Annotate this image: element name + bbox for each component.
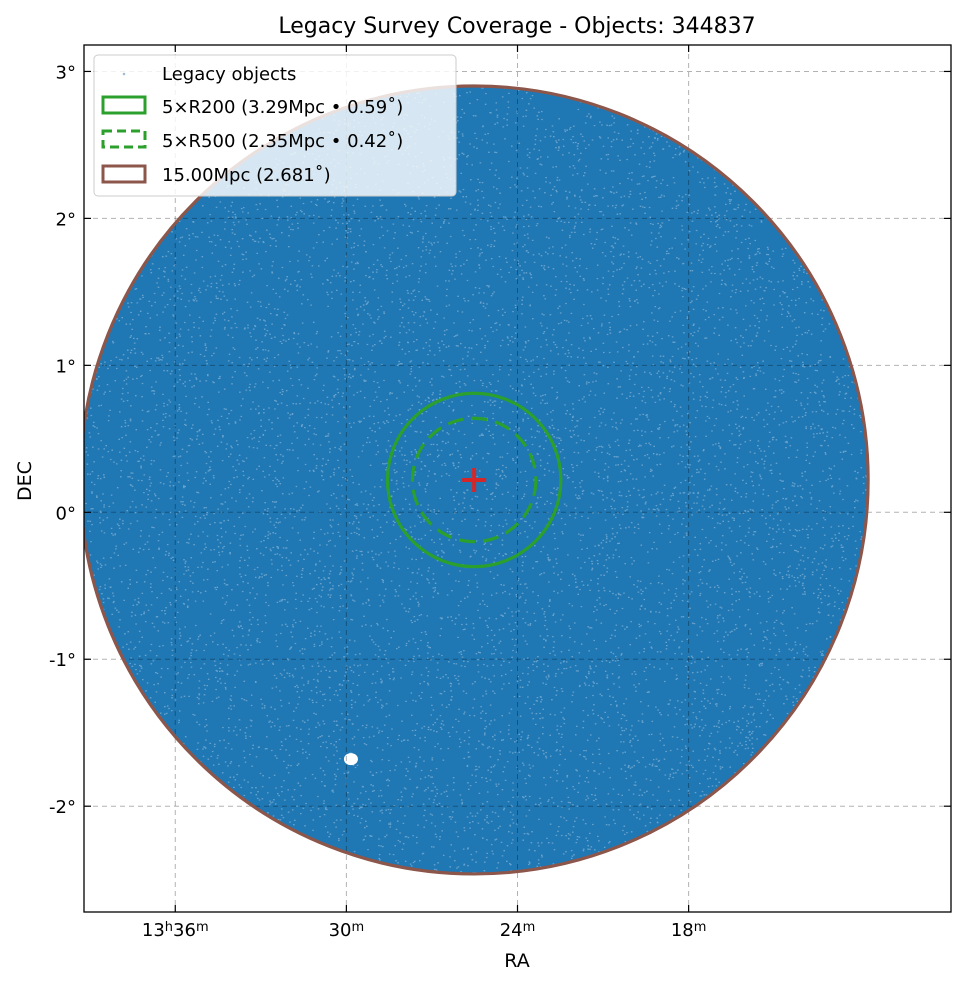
x-tick-label-2: 24m [500, 920, 536, 941]
x-axis-label: RA [504, 950, 529, 972]
y-tick-label-2: 1° [56, 356, 76, 377]
points-speckle [84, 85, 869, 874]
y-tick-label-5: -2° [49, 797, 76, 818]
legend-label-r200: 5×R200 (3.29Mpc • 0.59˚) [162, 97, 403, 118]
x-tick-label-0: 13h36m [142, 920, 209, 941]
y-tick-label-4: -1° [49, 650, 76, 671]
legend-label-points: Legacy objects [162, 64, 296, 85]
outer-15mpc-circle [84, 84, 870, 876]
cluster-center-marker [462, 467, 487, 492]
r200-circle [385, 391, 563, 569]
chart-title: Legacy Survey Coverage - Objects: 344837 [278, 14, 755, 39]
legend-swatch-15mpc [101, 164, 147, 184]
y-tick-label-3: 0° [56, 503, 76, 524]
r500-circle [410, 416, 538, 544]
masked-region [343, 753, 358, 766]
y-tick-label-1: 2° [56, 209, 76, 230]
legend-box [93, 54, 457, 197]
aperture-circles [84, 84, 870, 876]
axis-ticks: 13h36m 30m 24m 18m 3° 2° 1° 0° -1° -2° [49, 45, 951, 941]
legend-label-15mpc: 15.00Mpc (2.681˚) [162, 165, 331, 186]
legend: Legacy objects 5×R200 (3.29Mpc • 0.59˚) … [93, 54, 457, 197]
legend-swatch-points [122, 72, 126, 76]
legend-label-r500: 5×R500 (2.35Mpc • 0.42˚) [162, 131, 403, 152]
y-tick-label-0: 3° [56, 62, 76, 83]
x-tick-label-1: 30m [329, 920, 365, 941]
legend-swatch-r200 [101, 95, 147, 115]
y-axis-label: DEC [14, 461, 36, 501]
x-tick-label-3: 18m [671, 920, 707, 941]
legend-swatch-r500 [101, 129, 147, 149]
